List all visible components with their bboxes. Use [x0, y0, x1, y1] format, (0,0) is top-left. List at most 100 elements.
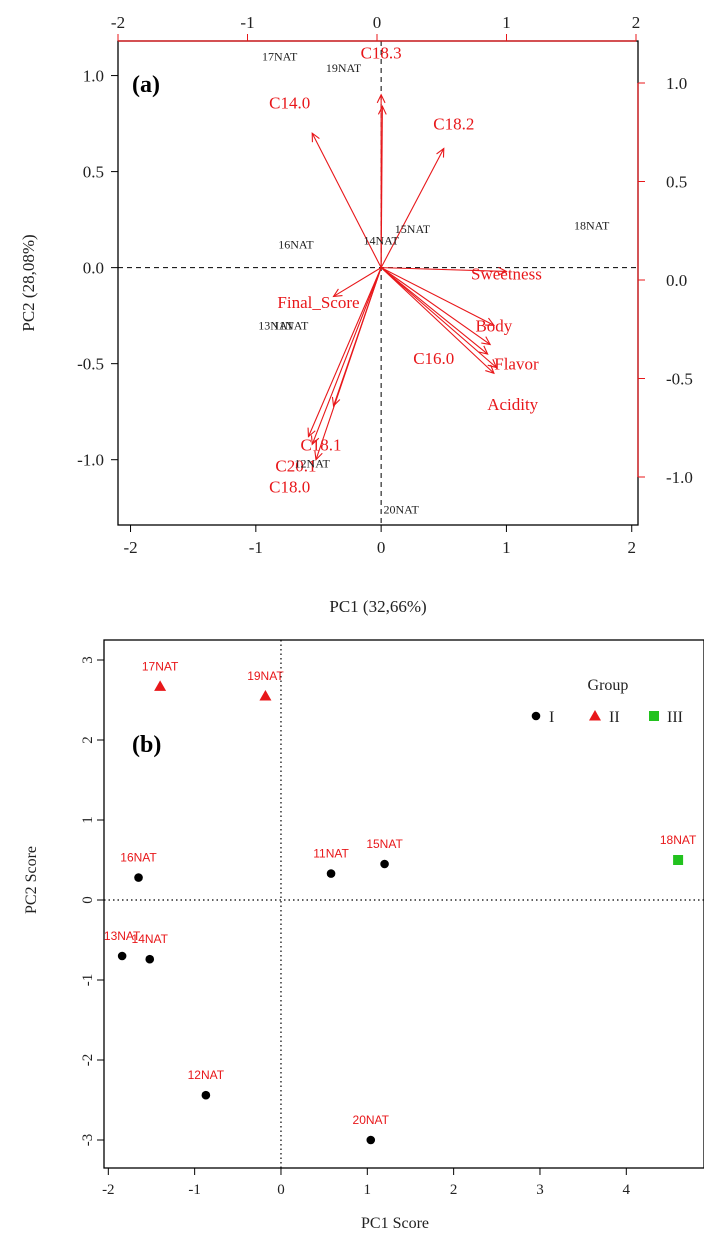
loading-arrowhead [436, 147, 445, 158]
loading-arrow [311, 267, 382, 445]
loading-label: C14.0 [269, 93, 310, 112]
sample-label-a: 14NAT [363, 234, 399, 248]
top-tick-label-a: -2 [111, 13, 125, 32]
plot-frame-a [117, 40, 639, 526]
y-axis-title-a: PC2 (28,08%) [19, 234, 38, 331]
y-tick-label-b: 3 [80, 656, 96, 664]
y-tick-label-a: -1.0 [77, 451, 104, 470]
loading-arrowhead [481, 336, 492, 346]
sample-label-a: 18NAT [574, 218, 610, 232]
axes-b: -2 -1 0 1 2 3 4 3 2 1 0 -1 -2 -3 [80, 656, 631, 1198]
biplot-panel-a: -2 -1 0 1 2 1.0 0.5 0.0 -0.5 -1.0 -2 -1 0 1 2 1.0 0.5 0.0… [19, 13, 693, 616]
x-tick-label-b: 0 [277, 1182, 285, 1198]
x-tick-label-b: 1 [364, 1182, 372, 1198]
loading-label: Acidity [487, 395, 538, 414]
sample-label-a: 20NAT [384, 503, 420, 517]
sample-label-a: 13NAT [258, 318, 294, 332]
loading-arrow [380, 106, 383, 268]
right-tick-label-a: 1.0 [666, 74, 687, 93]
legend-label: II [609, 709, 620, 726]
loading-label: Body [475, 316, 512, 335]
loading-arrowhead [377, 105, 387, 115]
zero-reference-lines-b [104, 640, 704, 1168]
loading-arrow [380, 267, 497, 368]
legend-marker [589, 710, 601, 721]
loading-arrowhead [497, 266, 508, 276]
x-tick-label-b: 3 [536, 1182, 544, 1198]
y-tick-label-a: 1.0 [83, 67, 104, 86]
score-point [145, 954, 155, 964]
x-tick-label-a: 2 [627, 538, 636, 557]
sample-label-a: 15NAT [395, 222, 431, 236]
x-tick-label-b: 2 [450, 1182, 458, 1198]
score-point [380, 859, 389, 869]
loading-arrow [380, 267, 488, 355]
point-label: 12NAT [188, 1068, 225, 1082]
loading-arrow [381, 267, 507, 273]
right-tick-label-a: -1.0 [666, 468, 693, 487]
loading-label: C16.0 [413, 349, 454, 368]
x-tick-label-b: 4 [623, 1182, 631, 1198]
x-tick-label-b: -2 [102, 1182, 115, 1198]
point-label: 16NAT [120, 851, 157, 865]
loading-arrowhead [314, 450, 323, 461]
loading-vectors: C18.3 C14.0 C18.2 Sweetness Final_Score Body C… [269, 44, 542, 497]
loading-label: C18.2 [433, 115, 474, 134]
sample-label-a: 11NAT [273, 318, 309, 332]
x-axis-title-a: PC1 (32,66%) [329, 597, 426, 616]
loading-arrowhead [331, 396, 341, 408]
loading-label: C20.1 [275, 456, 316, 475]
sample-label-a: 19NAT [326, 61, 362, 75]
y-tick-label-a: -0.5 [77, 355, 104, 374]
loading-label: Flavor [494, 355, 539, 374]
score-point [259, 690, 272, 701]
loading-arrow [380, 267, 495, 326]
y-tick-label-b: -1 [80, 974, 96, 987]
sample-label-a: 16NAT [278, 238, 314, 252]
score-point [201, 1090, 211, 1100]
plot-frame-b [103, 639, 704, 1169]
panel-label-b: (b) [132, 732, 161, 758]
loading-arrow [380, 148, 445, 268]
score-point [134, 873, 143, 882]
point-label: 14NAT [132, 932, 169, 946]
score-point [366, 1135, 376, 1145]
panel-label-a: (a) [132, 72, 160, 98]
score-point [117, 951, 127, 961]
loading-label: C18.3 [361, 44, 402, 63]
score-point [673, 855, 684, 865]
point-label: 17NAT [142, 659, 179, 673]
point-label: 13NAT [104, 929, 141, 943]
point-label: 20NAT [353, 1113, 390, 1127]
loading-arrowhead [484, 317, 496, 326]
legend-label: I [549, 709, 554, 726]
sample-label-a: 17NAT [262, 49, 298, 63]
legend-marker [649, 711, 659, 721]
loading-arrowhead [478, 345, 489, 355]
loading-arrow [333, 267, 382, 297]
x-tick-label-a: -1 [249, 538, 263, 557]
loading-label: C18.0 [269, 478, 310, 497]
legend-marker [531, 711, 541, 721]
axes-a: -2 -1 0 1 2 1.0 0.5 0.0 -0.5 -1.0 -2 -1 0 1 2 1.0 0.5 0.0… [77, 13, 693, 557]
right-tick-label-a: -0.5 [666, 370, 693, 389]
loading-arrow [311, 132, 382, 268]
loading-label: Sweetness [471, 264, 542, 283]
x-tick-label-a: 0 [377, 538, 386, 557]
legend-title: Group [588, 677, 629, 694]
point-label: 11NAT [313, 847, 349, 861]
score-points: 17NAT 19NAT 16NAT 11NAT 15NAT 18NAT 13NAT14NAT… [104, 659, 697, 1145]
y-tick-label-b: 0 [80, 896, 96, 904]
y-tick-label-b: 2 [80, 736, 96, 744]
top-tick-label-a: -1 [240, 13, 254, 32]
loading-arrowhead [485, 364, 495, 375]
score-point [326, 869, 336, 878]
y-tick-label-b: 1 [80, 816, 96, 824]
loading-arrow [307, 267, 382, 437]
top-tick-label-a: 0 [373, 13, 382, 32]
right-tick-label-a: 0.0 [666, 271, 687, 290]
legend-label: III [667, 709, 683, 726]
x-tick-label-b: -1 [188, 1182, 201, 1198]
